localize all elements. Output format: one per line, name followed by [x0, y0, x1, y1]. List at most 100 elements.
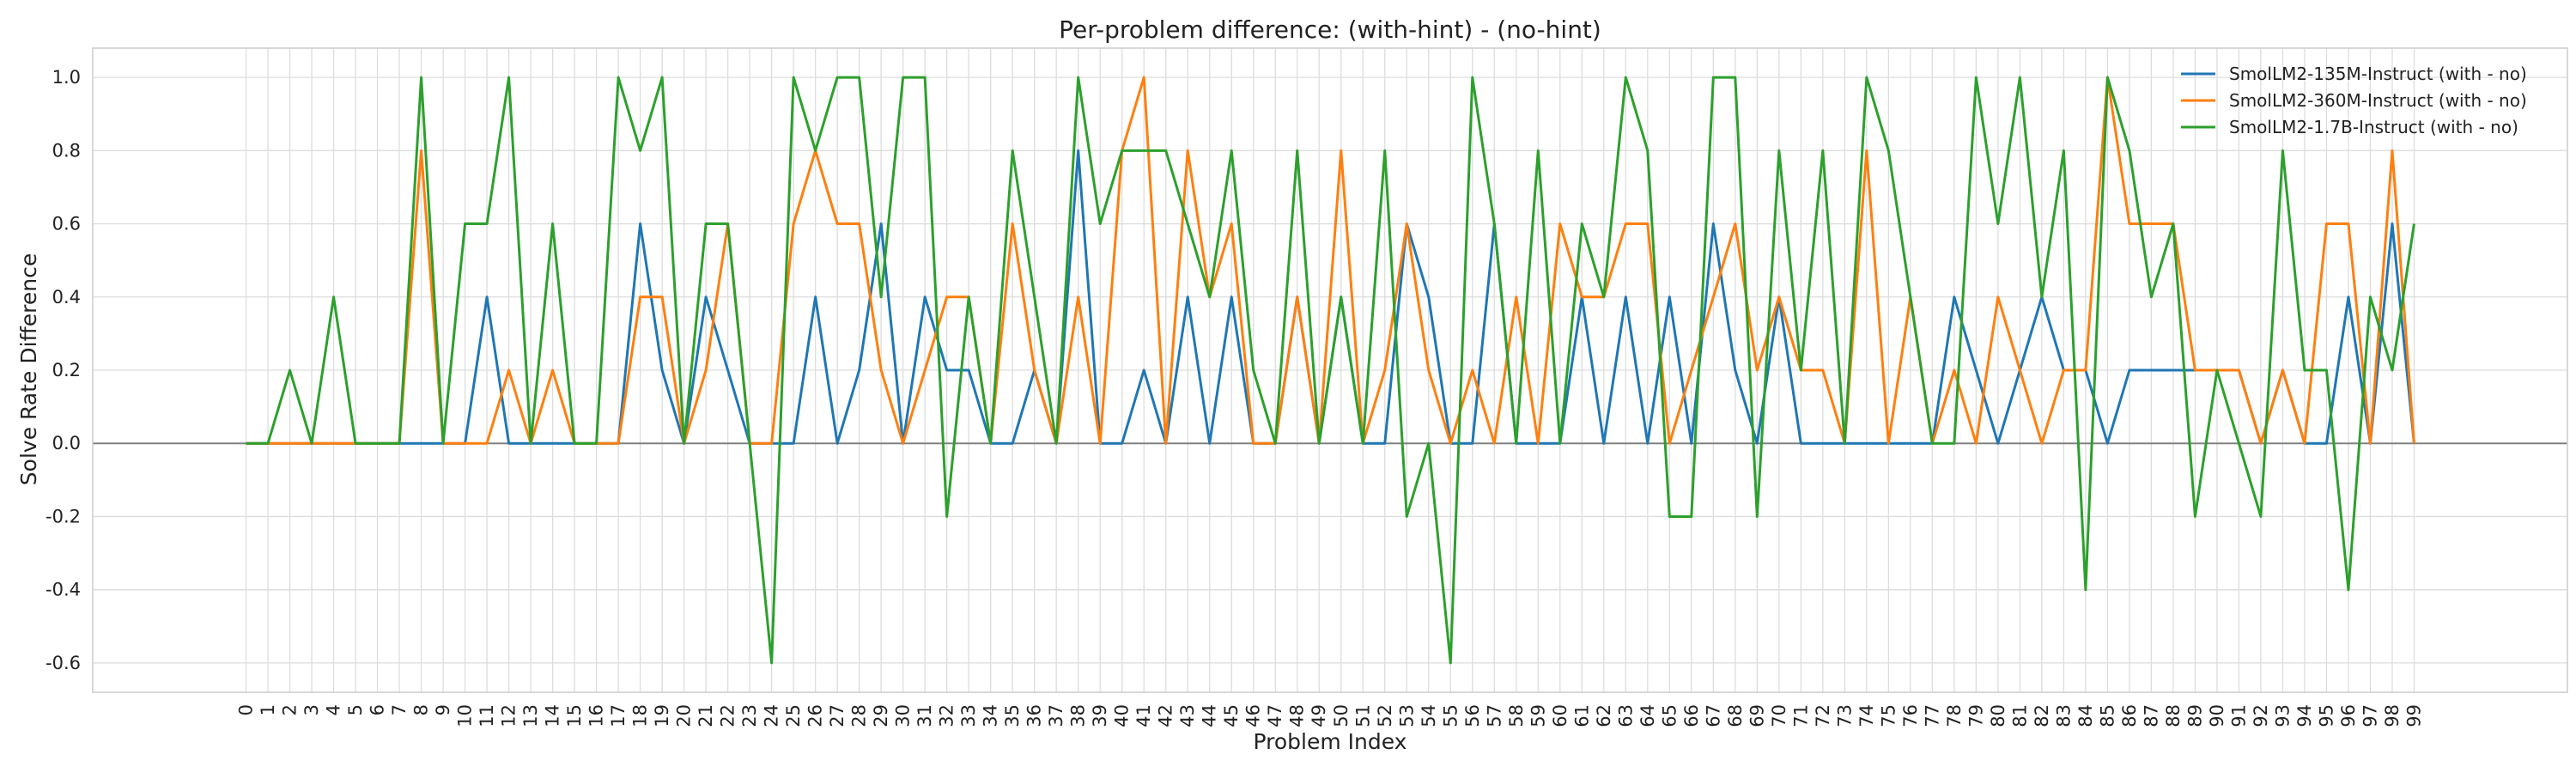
x-tick-label: 62 [1594, 704, 1614, 727]
x-tick-label: 97 [2360, 704, 2380, 727]
x-tick-label: 78 [1944, 704, 1965, 727]
x-tick-label: 25 [783, 704, 804, 727]
x-tick-label: 48 [1287, 704, 1308, 727]
x-tick-label: 41 [1133, 704, 1154, 727]
x-tick-label: 24 [762, 704, 782, 727]
x-tick-label: 38 [1068, 704, 1089, 727]
x-tick-label: 0 [236, 704, 257, 715]
x-tick-label: 92 [2251, 704, 2271, 727]
x-tick-label: 4 [324, 704, 344, 715]
x-tick-label: 5 [345, 704, 366, 715]
x-tick-label: 32 [937, 704, 957, 727]
x-tick-label: 42 [1156, 704, 1176, 727]
x-tick-label: 85 [2097, 704, 2117, 727]
y-tick-label: 0.2 [52, 360, 81, 380]
x-tick-label: 94 [2294, 704, 2315, 727]
x-tick-label: 79 [1965, 704, 1986, 727]
x-tick-label: 70 [1769, 704, 1789, 727]
x-tick-label: 69 [1747, 704, 1767, 727]
legend: SmolLM2-135M-Instruct (with - no) SmolLM2… [2181, 64, 2527, 137]
x-tick-label: 81 [2009, 704, 2030, 727]
x-tick-label: 17 [608, 704, 629, 727]
x-tick-label: 39 [1090, 704, 1110, 727]
x-tick-label: 55 [1440, 704, 1461, 727]
x-tick-label: 95 [2316, 704, 2336, 727]
x-tick-label: 43 [1177, 704, 1198, 727]
x-tick-labels: 0 1 2 3 4 5 6 7 8 9 10 11 12 13 14 15 16 17 18 19 20 21 22 23 24… [236, 704, 2425, 727]
x-tick-label: 90 [2207, 704, 2227, 727]
y-tick-label: 0.4 [52, 287, 81, 307]
legend-label-3: SmolLM2-1.7B-Instruct (with - no) [2229, 117, 2518, 137]
x-tick-label: 51 [1352, 704, 1373, 727]
y-tick-label: 1.0 [52, 67, 81, 88]
x-tick-label: 22 [718, 704, 738, 727]
legend-label-2: SmolLM2-360M-Instruct (with - no) [2229, 90, 2527, 111]
y-tick-label: 0.8 [52, 140, 81, 161]
x-tick-label: 47 [1265, 704, 1285, 727]
x-tick-label: 64 [1637, 704, 1658, 727]
x-tick-label: 50 [1331, 704, 1352, 727]
x-tick-label: 28 [849, 704, 870, 727]
x-tick-label: 86 [2119, 704, 2140, 727]
series-line-3 [246, 76, 2415, 665]
x-tick-label: 66 [1681, 704, 1702, 727]
x-tick-label: 33 [958, 704, 979, 727]
x-tick-label: 75 [1878, 704, 1899, 727]
x-tick-label: 93 [2272, 704, 2293, 727]
x-tick-label: 84 [2075, 704, 2096, 727]
x-tick-label: 9 [433, 704, 453, 715]
x-tick-label: 68 [1725, 704, 1746, 727]
x-tick-label: 83 [2053, 704, 2074, 727]
x-tick-label: 88 [2163, 704, 2184, 727]
x-tick-label: 99 [2403, 704, 2424, 727]
series-lines [246, 76, 2415, 665]
x-tick-label: 44 [1200, 704, 1220, 727]
x-axis-label: Problem Index [1254, 729, 1407, 754]
x-tick-label: 40 [1112, 704, 1133, 727]
x-tick-label: 13 [520, 704, 541, 727]
x-tick-label: 65 [1659, 704, 1680, 727]
y-tick-label: 0.0 [52, 433, 81, 453]
x-tick-label: 23 [739, 704, 760, 727]
x-tick-label: 11 [477, 704, 497, 727]
legend-label-1: SmolLM2-135M-Instruct (with - no) [2229, 64, 2527, 84]
x-tick-label: 61 [1571, 704, 1592, 727]
x-tick-label: 45 [1221, 704, 1242, 727]
x-tick-label: 80 [1988, 704, 2008, 727]
x-tick-label: 2 [280, 704, 301, 715]
x-tick-label: 63 [1615, 704, 1636, 727]
x-tick-label: 8 [411, 704, 432, 715]
x-tick-label: 54 [1419, 704, 1439, 727]
x-tick-label: 29 [871, 704, 891, 727]
x-tick-label: 57 [1484, 704, 1504, 727]
x-tick-label: 71 [1790, 704, 1811, 727]
x-tick-label: 53 [1396, 704, 1417, 727]
plot-frame [92, 47, 2568, 693]
x-tick-label: 3 [301, 704, 322, 715]
x-tick-label: 89 [2184, 704, 2205, 727]
y-axis-label: Solve Rate Difference [16, 253, 41, 485]
x-tick-label: 1 [258, 704, 278, 715]
x-tick-label: 72 [1813, 704, 1833, 727]
y-tick-label: -0.6 [46, 653, 81, 673]
x-tick-label: 98 [2382, 704, 2403, 727]
x-tick-label: 36 [1024, 704, 1045, 727]
x-tick-label: 77 [1922, 704, 1942, 727]
x-tick-label: 59 [1528, 704, 1548, 727]
x-tick-label: 15 [564, 704, 585, 727]
x-tick-label: 7 [389, 704, 410, 715]
x-tick-label: 19 [652, 704, 672, 727]
x-tick-label: 12 [499, 704, 519, 727]
x-tick-label: 6 [368, 704, 388, 715]
chart-title: Per-problem difference: (with-hint) - (n… [1059, 15, 1601, 44]
y-tick-label: -0.4 [46, 580, 81, 600]
x-tick-label: 31 [914, 704, 935, 727]
x-tick-label: 21 [696, 704, 716, 727]
x-tick-label: 37 [1046, 704, 1066, 727]
x-tick-label: 76 [1900, 704, 1921, 727]
x-tick-label: 82 [2032, 704, 2052, 727]
y-tick-labels: -0.6 -0.4 -0.2 0.0 0.2 0.4 0.6 0.8 1.0 [46, 67, 81, 673]
y-tick-label: 0.6 [52, 214, 81, 234]
x-tick-label: 67 [1703, 704, 1723, 727]
